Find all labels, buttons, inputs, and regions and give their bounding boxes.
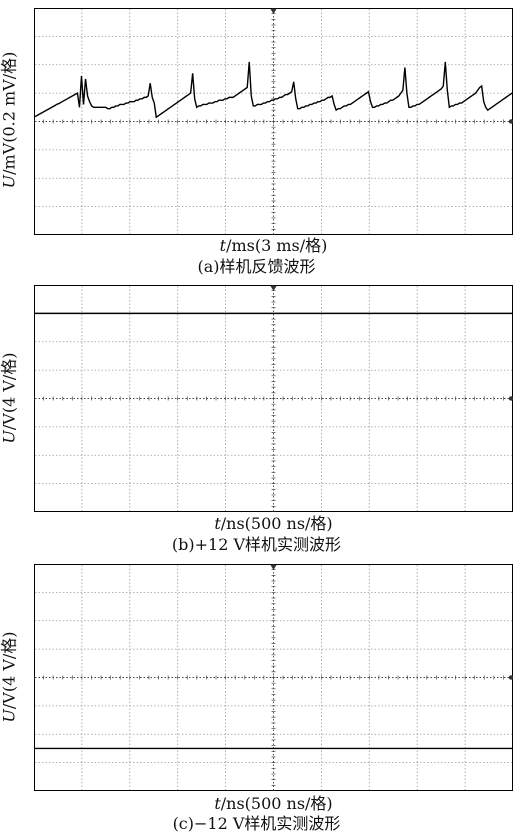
- level-marker: [508, 396, 513, 401]
- x-axis-variable: t: [214, 794, 221, 813]
- x-axis-label: t/ns(500 ns/格): [34, 795, 513, 813]
- y-axis-label: U/V(4 V/格): [0, 564, 22, 791]
- trigger-marker: [270, 9, 277, 14]
- level-marker: [508, 119, 513, 124]
- oscilloscope-plot-a: [34, 8, 513, 235]
- plot-canvas-b: [34, 285, 513, 512]
- x-axis-label: t/ns(500 ns/格): [34, 515, 513, 533]
- trigger-marker: [270, 565, 277, 570]
- waveform-trace: [34, 61, 513, 119]
- figure-caption-c: (c)−12 V样机实测波形: [172, 814, 341, 833]
- trigger-marker: [270, 286, 277, 291]
- y-axis-variable: U: [0, 430, 19, 444]
- figure-caption-b: (b)+12 V样机实测波形: [171, 535, 342, 554]
- level-marker: [508, 675, 513, 680]
- y-axis-unit: /mV(0.2 mV/格): [0, 51, 19, 175]
- y-axis-label: U/mV(0.2 mV/格): [0, 7, 22, 234]
- y-axis-label: U/V(4 V/格): [0, 285, 22, 512]
- x-axis-unit: /ms(3 ms/格): [226, 236, 328, 255]
- y-axis-unit: /V(4 V/格): [0, 631, 19, 710]
- x-axis-label: t/ms(3 ms/格): [34, 237, 513, 255]
- x-axis-unit: /ns(500 ns/格): [220, 794, 333, 813]
- y-axis-variable: U: [0, 709, 19, 723]
- x-axis-unit: /ns(500 ns/格): [220, 514, 333, 533]
- y-axis-unit: /V(4 V/格): [0, 352, 19, 431]
- y-axis-variable: U: [0, 174, 19, 189]
- plot-canvas-c: [34, 564, 513, 791]
- x-axis-variable: t: [219, 236, 227, 255]
- oscilloscope-plot-b: [34, 285, 513, 512]
- plot-canvas-a: [34, 8, 513, 235]
- x-axis-variable: t: [214, 514, 221, 533]
- figure-caption-a: (a)样机反馈波形: [197, 257, 316, 276]
- oscilloscope-plot-c: [34, 564, 513, 791]
